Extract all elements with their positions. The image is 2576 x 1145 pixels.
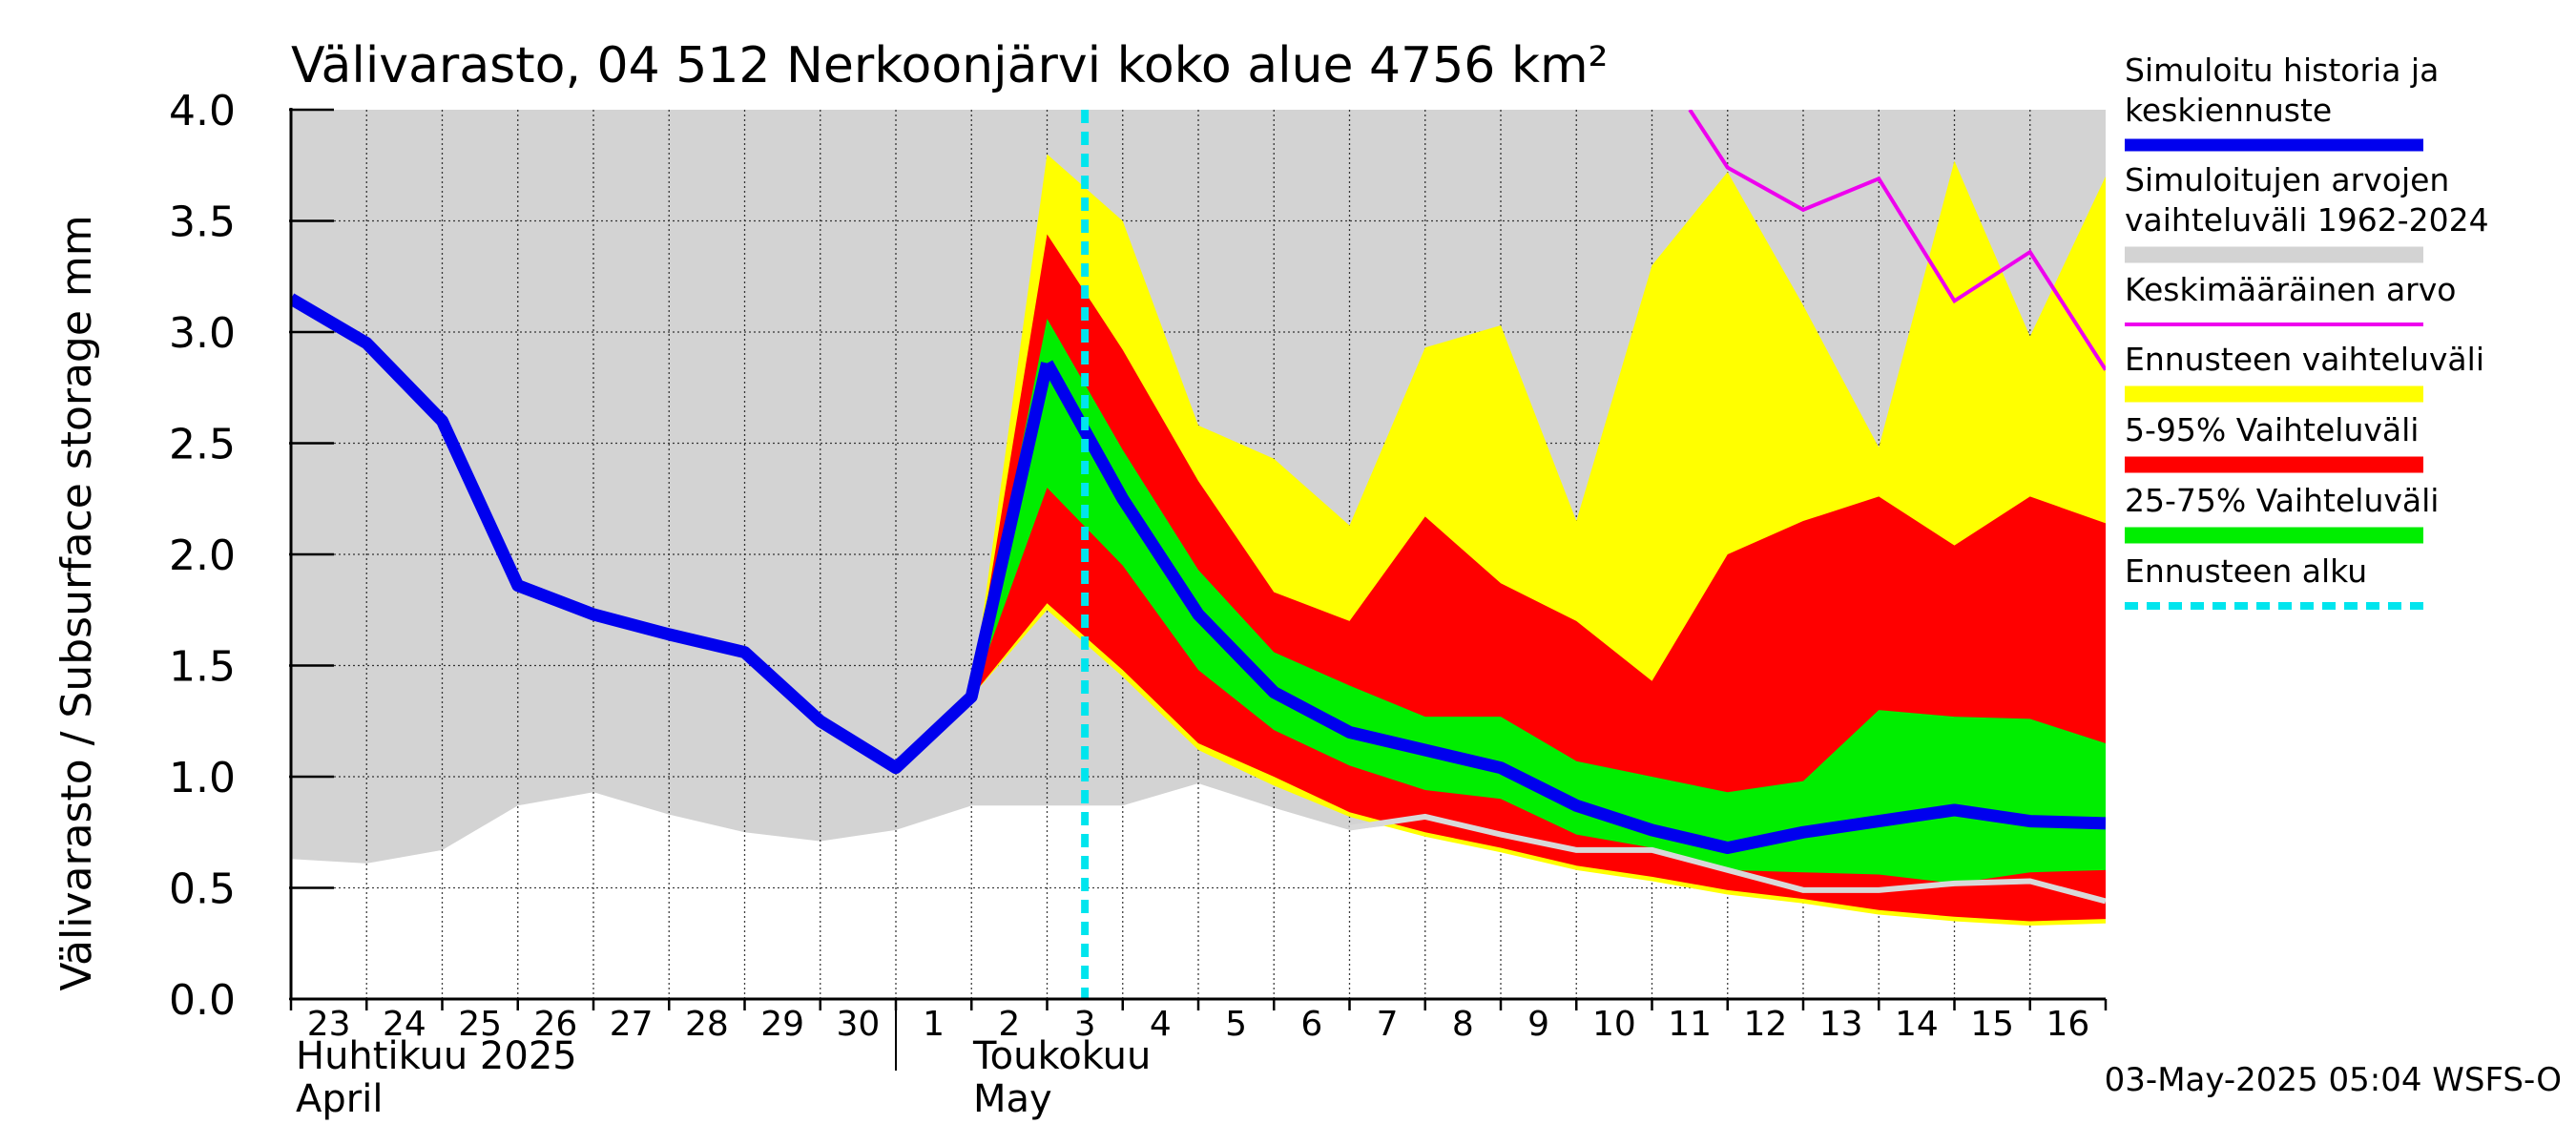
legend-label: vaihteluväli 1962-2024: [2125, 201, 2489, 239]
x-tick-label: 29: [760, 1005, 804, 1044]
y-tick-label: 3.5: [169, 198, 236, 247]
x-tick-label: 28: [685, 1005, 729, 1044]
x-tick-label: 15: [1970, 1005, 2014, 1044]
mean-value-line: [1688, 110, 2106, 371]
y-tick-label: 3.0: [169, 309, 236, 358]
legend-label: 5-95% Vaihteluväli: [2125, 411, 2419, 448]
median-forecast-line: [1041, 360, 2106, 855]
x-tick-label: 7: [1377, 1005, 1399, 1044]
y-tick-label: 1.5: [169, 643, 236, 692]
legend-label: 25-75% Vaihteluväli: [2125, 482, 2439, 519]
month-label-en-april: April: [296, 1077, 383, 1121]
x-tick-label: 6: [1300, 1005, 1322, 1044]
x-tick-label: 8: [1452, 1005, 1474, 1044]
legend-label: Ennusteen vaihteluväli: [2125, 341, 2484, 378]
legend-label: Keskimääräinen arvo: [2125, 271, 2456, 308]
y-tick-label: 0.5: [169, 865, 236, 914]
x-tick-label: 25: [458, 1005, 502, 1044]
simulated-history-line: [291, 293, 1053, 775]
legend-label: keskiennuste: [2125, 92, 2332, 129]
x-tick-label: 23: [307, 1005, 351, 1044]
x-tick-label: 1: [923, 1005, 945, 1044]
x-tick-label: 13: [1819, 1005, 1863, 1044]
x-tick-label: 24: [383, 1005, 426, 1044]
p25-75-band: [971, 319, 2106, 884]
x-tick-label: 5: [1225, 1005, 1247, 1044]
y-tick-label: 1.0: [169, 754, 236, 802]
x-tick-label: 12: [1743, 1005, 1787, 1044]
x-tick-label: 30: [836, 1005, 880, 1044]
x-tick-label: 9: [1527, 1005, 1549, 1044]
y-tick-label: 4.0: [169, 87, 236, 135]
y-tick-label: 2.5: [169, 421, 236, 469]
legend-label: Simuloitu historia ja: [2125, 52, 2439, 89]
legend-label: Ennusteen alku: [2125, 552, 2367, 590]
y-tick-labels: 0.0 0.5 1.0 1.5 2.0 2.5 3.0 3.5 4.0: [169, 87, 236, 1025]
month-label-en-may: May: [973, 1077, 1052, 1121]
month-label-fi-may: Toukokuu: [972, 1034, 1151, 1078]
x-tick-label: 2: [998, 1005, 1020, 1044]
timestamp: 03-May-2025 05:04 WSFS-O: [2105, 1061, 2562, 1099]
chart-title: Välivarasto, 04 512 Nerkoonjärvi koko al…: [291, 37, 1609, 94]
gray-reference-line: [1349, 813, 2106, 905]
plot-content: [291, 110, 2106, 999]
month-label-fi-april: Huhtikuu 2025: [296, 1034, 577, 1078]
y-tick-label: 2.0: [169, 531, 236, 580]
x-tick-label: 26: [533, 1005, 577, 1044]
x-tick-label: 10: [1592, 1005, 1636, 1044]
x-tick-label: 14: [1895, 1005, 1939, 1044]
x-tick-labels: 23 24 25 26 27 28 29 30 1 2 3 4 5 6 7 8 9 10 11 12 13 14 15 16: [307, 1005, 2090, 1044]
legend-label: Simuloitujen arvojen: [2125, 161, 2449, 198]
x-tick-label: 16: [2046, 1005, 2089, 1044]
x-tick-label: 11: [1668, 1005, 1712, 1044]
x-tick-label: 4: [1150, 1005, 1172, 1044]
y-tick-label: 0.0: [169, 976, 236, 1025]
x-tick-label: 3: [1074, 1005, 1096, 1044]
p5-95-band: [971, 234, 2106, 922]
y-axis-label: Välivarasto / Subsurface storage mm: [52, 215, 101, 990]
plot-area: [289, 108, 2108, 1071]
x-tick-label: 27: [610, 1005, 654, 1044]
